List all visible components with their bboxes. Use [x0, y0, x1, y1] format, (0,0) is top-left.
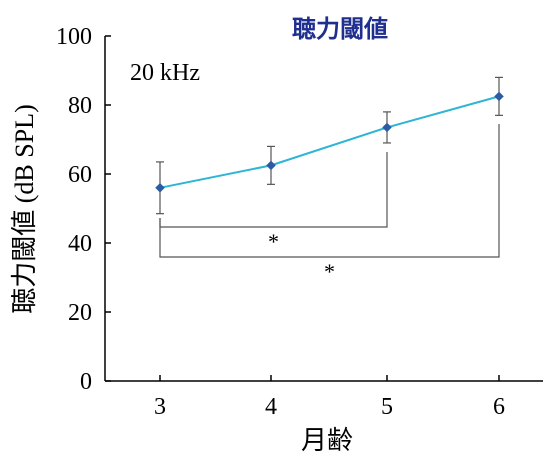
- x-axis-label: 月齢: [301, 426, 353, 456]
- y-ticks: 0 20 40 60 80 100: [56, 24, 111, 395]
- chart-title: 聴力閾値: [292, 15, 388, 43]
- data-series: [155, 91, 504, 193]
- significance-star: *: [324, 259, 335, 284]
- data-point: [155, 182, 165, 193]
- y-axis-label: 聴力閾値 (dB SPL): [10, 104, 39, 313]
- x-tick-label: 6: [493, 394, 505, 420]
- y-tick-label: 60: [68, 162, 92, 188]
- y-tick-label: 20: [68, 300, 92, 326]
- significance-star: *: [268, 229, 279, 254]
- data-point: [266, 160, 276, 171]
- x-tick-label: 5: [381, 394, 393, 420]
- significance-bracket: [159, 124, 500, 258]
- x-ticks: 3 4 5 6: [154, 375, 505, 420]
- y-tick-label: 100: [56, 24, 92, 50]
- x-tick-label: 4: [265, 394, 277, 420]
- x-tick-label: 3: [154, 394, 166, 420]
- y-tick-label: 40: [68, 231, 92, 257]
- significance-brackets: **: [159, 124, 500, 284]
- data-point: [494, 91, 504, 102]
- series-line: [159, 95, 500, 189]
- data-point: [382, 122, 392, 133]
- frequency-annotation: 20 kHz: [130, 60, 200, 86]
- y-tick-label: 80: [68, 93, 92, 119]
- y-tick-label: 0: [80, 369, 92, 395]
